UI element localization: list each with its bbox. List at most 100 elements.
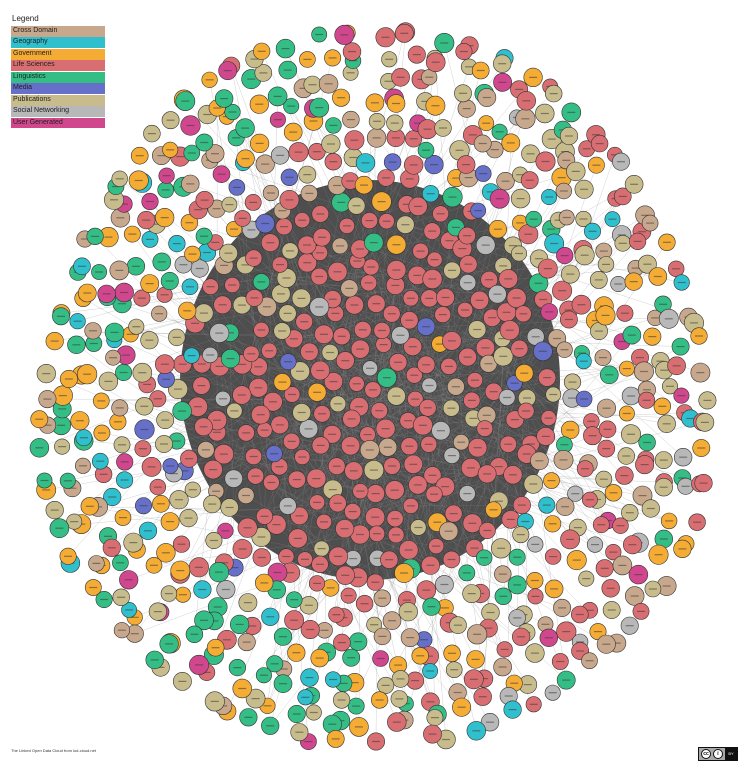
- dataset-node-label: [585, 660, 594, 662]
- dataset-node-label: [199, 312, 208, 314]
- dataset-node-label: [470, 379, 479, 381]
- dataset-node-label: [451, 226, 460, 228]
- dataset-node-label: [631, 267, 640, 269]
- dataset-node-label: [510, 382, 519, 384]
- dataset-node-label: [453, 691, 462, 694]
- dataset-node-label: [328, 57, 337, 59]
- dataset-node-label: [108, 496, 117, 498]
- dataset-node-label: [494, 466, 503, 468]
- dataset-node-label: [428, 278, 437, 280]
- dataset-node-label: [382, 220, 391, 222]
- dataset-node-label: [57, 315, 65, 317]
- dataset-node-label: [383, 446, 392, 448]
- dataset-node-label: [43, 424, 52, 426]
- dataset-node-label: [676, 346, 685, 348]
- link-edge: [396, 317, 656, 397]
- dataset-node-label: [72, 344, 81, 346]
- dataset-node-label: [118, 303, 127, 305]
- dataset-node-label: [85, 505, 94, 507]
- dataset-node-label: [549, 556, 558, 558]
- dataset-node-label: [414, 526, 423, 529]
- dataset-node-label: [497, 547, 506, 549]
- legend-title: Legend: [12, 14, 39, 23]
- dataset-node-label: [550, 242, 559, 245]
- dataset-node-label: [564, 309, 573, 311]
- dataset-node-label: [499, 595, 508, 597]
- dataset-node-label: [520, 372, 529, 374]
- dataset-node-label: [211, 241, 220, 243]
- dataset-node-label: [485, 279, 494, 281]
- dataset-node-label: [372, 137, 381, 139]
- dataset-node-label: [498, 81, 507, 83]
- dataset-node-label: [690, 322, 698, 324]
- dataset-node-label: [157, 261, 166, 263]
- dataset-node-label: [430, 259, 439, 261]
- dataset-node-label: [166, 149, 175, 151]
- dataset-node-label: [360, 603, 369, 605]
- dataset-node-label: [257, 50, 266, 52]
- dataset-node-label: [348, 511, 357, 513]
- dataset-node-label: [580, 254, 589, 256]
- dataset-node-label: [465, 66, 474, 68]
- dataset-node-label: [176, 156, 185, 158]
- dataset-node-label: [478, 142, 487, 145]
- dataset-node-label: [519, 313, 528, 315]
- dataset-node-label: [627, 334, 636, 336]
- dataset-node-label: [328, 489, 337, 491]
- dataset-node-label: [130, 616, 139, 618]
- dataset-node-label: [40, 479, 49, 482]
- dataset-node-label: [212, 490, 221, 492]
- legend-item-publications: Publications: [11, 94, 105, 106]
- dataset-node-label: [353, 260, 362, 262]
- dataset-node-label: [436, 430, 445, 432]
- dataset-node-label: [145, 339, 154, 341]
- dataset-node-label: [194, 209, 203, 211]
- cc-license-badge[interactable]: cc i BY: [698, 747, 738, 761]
- dataset-node-label: [474, 210, 483, 212]
- dataset-node-label: [309, 120, 318, 122]
- link-edge: [264, 381, 334, 517]
- dataset-node-label: [316, 369, 325, 372]
- dataset-node-label: [378, 635, 387, 637]
- dataset-node-label: [392, 269, 401, 271]
- dataset-node-label: [426, 701, 435, 703]
- dataset-node-label: [392, 534, 401, 536]
- dataset-node-label: [499, 265, 508, 267]
- dataset-node-label: [333, 184, 342, 187]
- dataset-node-label: [297, 411, 306, 414]
- dataset-node-label: [625, 625, 634, 627]
- dataset-node-label: [162, 175, 171, 177]
- dataset-node-label: [521, 118, 530, 120]
- dataset-node-label: [371, 493, 380, 495]
- link-edge: [204, 236, 531, 445]
- dataset-node-label: [554, 219, 563, 221]
- dataset-node-label: [205, 79, 214, 81]
- dataset-node-label: [58, 408, 67, 410]
- dataset-node-label: [493, 228, 502, 230]
- dataset-node-label: [206, 286, 215, 288]
- dataset-node-label: [174, 388, 182, 390]
- legend-item-government: Government: [11, 48, 105, 60]
- dataset-node-label: [522, 410, 531, 412]
- dataset-node-label: [251, 475, 260, 477]
- dataset-node-label: [160, 443, 168, 445]
- dataset-node-label: [385, 559, 394, 561]
- dataset-node-label: [580, 398, 589, 400]
- dataset-node-label: [543, 377, 552, 379]
- dataset-node-label: [295, 731, 304, 733]
- dataset-node-label: [116, 562, 125, 564]
- dataset-node-label: [560, 349, 569, 351]
- dataset-node-label: [381, 428, 390, 430]
- dataset-node-label: [628, 544, 637, 546]
- dataset-node-label: [255, 103, 264, 105]
- dataset-node-label: [266, 725, 275, 727]
- dataset-node-label: [273, 119, 282, 121]
- dataset-node-label: [548, 523, 557, 525]
- dataset-node-label: [471, 658, 480, 660]
- dataset-node-label: [606, 587, 615, 589]
- dataset-node-label: [238, 687, 247, 690]
- dataset-node-label: [637, 231, 646, 233]
- dataset-node-label: [220, 264, 229, 266]
- dataset-node-label: [276, 154, 285, 156]
- dataset-node-label: [587, 420, 596, 422]
